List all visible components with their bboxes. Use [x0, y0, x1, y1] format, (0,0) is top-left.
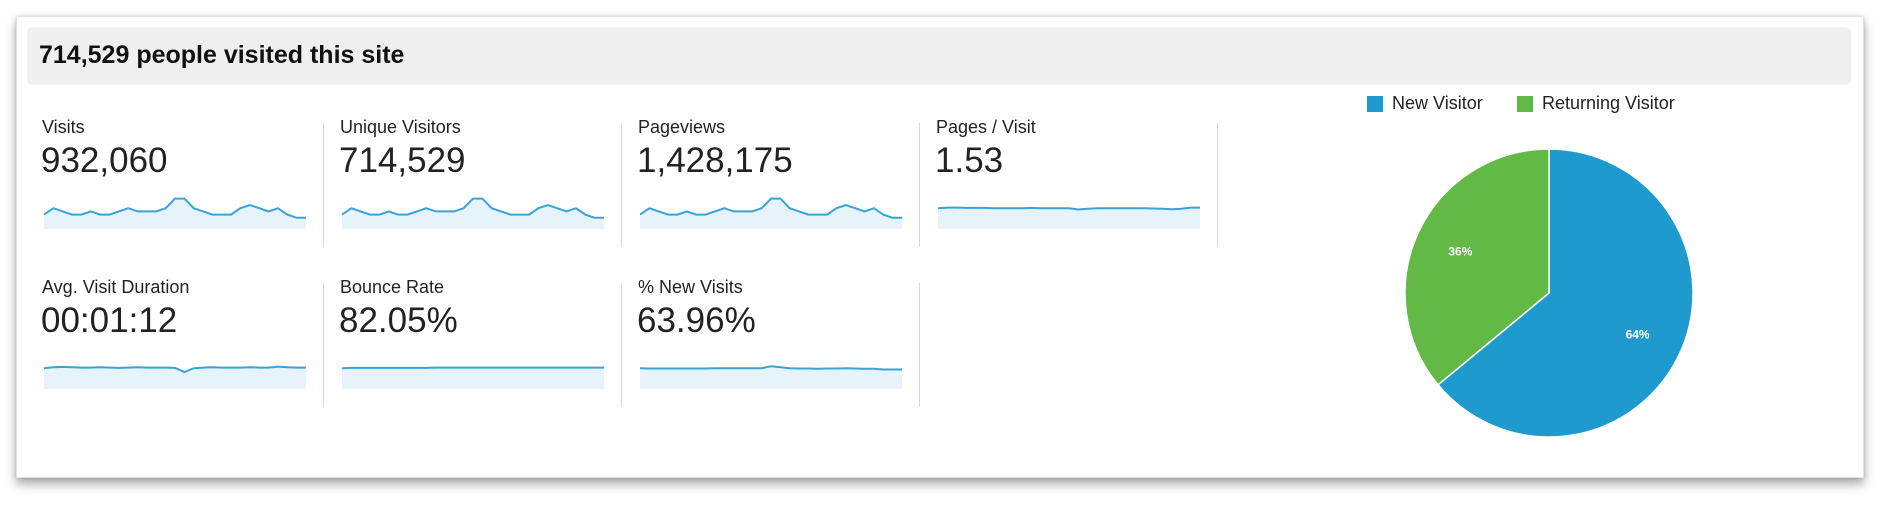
sparkline-area	[44, 366, 306, 389]
metric-label: Pages / Visit	[936, 117, 1036, 137]
divider	[919, 283, 920, 407]
sparkline	[640, 197, 902, 229]
sparkline-line	[44, 365, 306, 374]
metric-bounce-rate[interactable]: Bounce Rate 82.05%	[339, 277, 630, 407]
pie-slice-returning-visitor[interactable]	[1404, 148, 1550, 386]
metric-value: 714,529	[339, 141, 466, 180]
legend-label: New Visitor	[1392, 93, 1483, 113]
sparkline-line	[938, 206, 1200, 211]
pie-slice-new-visitor[interactable]	[1436, 148, 1694, 438]
summary-header: 714,529 people visited this site	[27, 27, 1851, 85]
sparkline-area	[342, 198, 604, 229]
metric-value: 1.53	[935, 141, 1004, 180]
metric-avg-visit-duration[interactable]: Avg. Visit Duration 00:01:12	[41, 277, 332, 407]
metric-value: 1,428,175	[637, 141, 793, 180]
sparkline-line	[342, 366, 604, 370]
sparkline-line	[640, 197, 902, 219]
pie-data-label: 64%	[1626, 328, 1650, 342]
sparkline-line	[44, 197, 306, 219]
divider	[621, 123, 622, 247]
legend-item-returning-visitor[interactable]: Returning Visitor	[1517, 93, 1675, 114]
sparkline	[938, 206, 1200, 229]
sparkline	[342, 197, 604, 229]
metric-new-visits[interactable]: % New Visits 63.96%	[637, 277, 928, 407]
legend-label: Returning Visitor	[1542, 93, 1675, 113]
sparkline-area	[640, 198, 902, 229]
metric-pages-visit[interactable]: Pages / Visit 1.53	[935, 117, 1226, 247]
dashboard-card: 714,529 people visited this site Visits …	[16, 16, 1864, 478]
sparkline	[44, 197, 306, 229]
metric-value: 00:01:12	[41, 301, 178, 340]
metric-label: % New Visits	[638, 277, 743, 297]
metric-label: Bounce Rate	[340, 277, 445, 297]
legend-swatch-new	[1367, 95, 1383, 112]
metric-label: Pageviews	[638, 117, 726, 137]
metric-value: 63.96%	[637, 301, 756, 340]
sparkline-line	[640, 365, 902, 371]
visitor-pie-chart: 64% 36%	[1404, 148, 1694, 438]
metric-label: Visits	[42, 117, 85, 137]
metric-unique-visitors[interactable]: Unique Visitors 714,529	[339, 117, 630, 247]
summary-title: 714,529 people visited this site	[39, 41, 405, 69]
sparkline	[342, 366, 604, 389]
metric-visits[interactable]: Visits 932,060	[41, 117, 332, 247]
legend-swatch-returning	[1517, 95, 1533, 112]
divider	[1217, 123, 1218, 247]
sparkline	[44, 365, 306, 389]
divider	[621, 283, 622, 407]
sparkline-line	[342, 197, 604, 219]
metric-value: 932,060	[41, 141, 168, 180]
metric-value: 82.05%	[339, 301, 458, 340]
metric-pageviews[interactable]: Pageviews 1,428,175	[637, 117, 928, 247]
sparkline-area	[342, 367, 604, 389]
sparkline-area	[640, 366, 902, 389]
legend-item-new-visitor[interactable]: New Visitor	[1367, 93, 1483, 114]
divider	[323, 283, 324, 407]
sparkline	[640, 365, 902, 389]
sparkline-area	[938, 207, 1200, 229]
divider	[323, 123, 324, 247]
sparkline-area	[44, 198, 306, 229]
metric-label: Unique Visitors	[340, 117, 461, 137]
pie-data-label: 36%	[1448, 244, 1472, 258]
divider	[919, 123, 920, 247]
metric-label: Avg. Visit Duration	[42, 277, 190, 297]
